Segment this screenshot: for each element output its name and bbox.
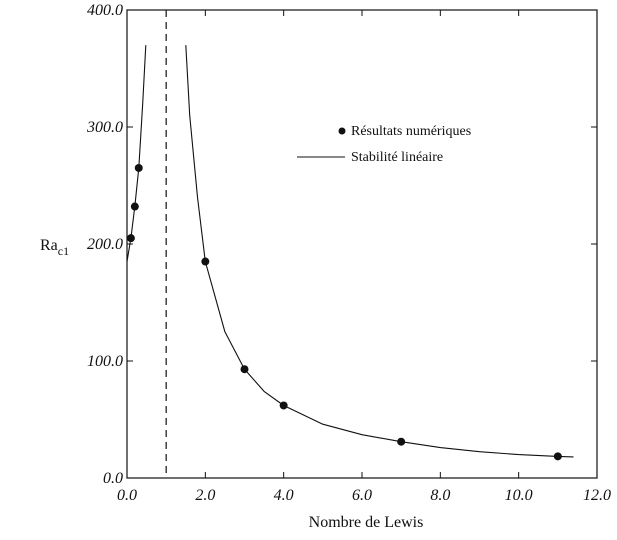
y-axis-label-main: Ra	[40, 237, 58, 254]
y-tick-label: 300.0	[86, 119, 123, 136]
data-point	[126, 234, 135, 243]
x-axis-label: Nombre de Lewis	[309, 514, 424, 531]
legend-line-label: Stabilité linéaire	[351, 150, 443, 165]
x-tick-label: 0.0	[117, 487, 137, 504]
x-tick-label: 8.0	[430, 487, 450, 504]
plot-frame	[126, 9, 598, 479]
data-point	[279, 401, 288, 410]
y-tick-label: 0.0	[103, 470, 123, 487]
x-tick-label: 2.0	[195, 487, 215, 504]
tick-labels: 0.0 2.0 4.0 6.0 8.0 10.0 12.0 0.0 100.0 200.0 300.…	[86, 2, 611, 504]
curves	[126, 45, 574, 458]
data-point	[553, 452, 562, 461]
stability-curve	[185, 45, 574, 458]
y-tick-label: 200.0	[87, 236, 123, 253]
y-tick-label: 400.0	[87, 2, 123, 19]
data-point	[240, 365, 249, 374]
legend: Résultats numériques Stabilité linéaire	[297, 124, 471, 165]
data-points	[126, 163, 562, 461]
tick-marks	[126, 9, 598, 479]
x-tick-label: 12.0	[583, 487, 611, 504]
y-tick-label: 100.0	[87, 353, 123, 370]
data-point	[201, 257, 210, 266]
data-point	[397, 437, 406, 446]
stability-curve	[126, 45, 147, 262]
data-point	[130, 202, 139, 211]
x-tick-label: 10.0	[505, 487, 533, 504]
legend-marker	[338, 127, 346, 135]
x-tick-label: 4.0	[274, 487, 294, 504]
y-axis-label-sub: c1	[58, 244, 69, 258]
data-point	[134, 163, 143, 172]
y-axis-label: Rac1	[40, 237, 69, 258]
x-tick-label: 6.0	[352, 487, 372, 504]
legend-markers-label: Résultats numériques	[351, 124, 471, 139]
